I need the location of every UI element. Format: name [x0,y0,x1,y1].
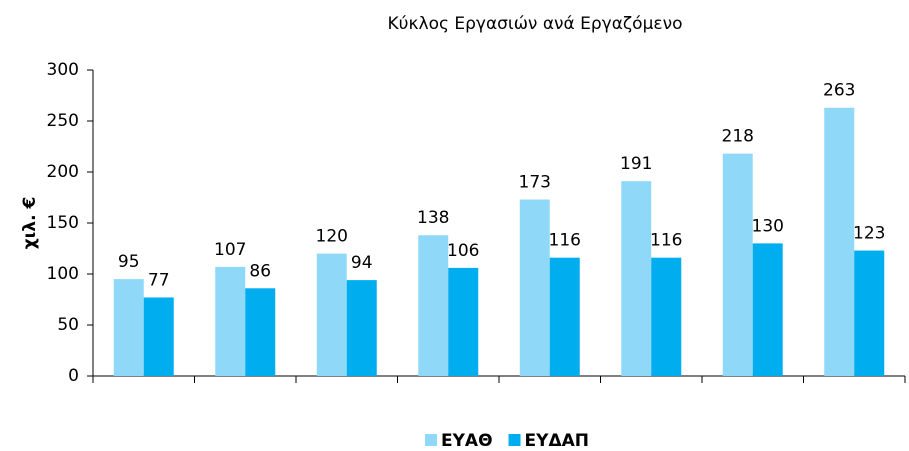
data-label: 86 [249,261,271,281]
data-label: 123 [853,224,885,244]
bar [752,243,783,376]
data-label: 94 [351,253,373,273]
data-label: 77 [148,270,170,290]
data-label: 191 [620,154,652,174]
bar [346,280,377,376]
y-tick-label: 50 [57,315,79,335]
legend-swatch [508,434,521,446]
chart-title: Κύκλος Εργασιών ανά Εργαζόμενο [388,14,683,34]
y-tick-label: 300 [47,60,79,80]
bar [854,250,885,376]
data-label: 116 [650,231,682,251]
bar [215,266,246,376]
data-label: 116 [549,231,581,251]
bar [418,235,449,376]
bar [316,253,347,376]
y-tick-label: 150 [47,213,79,233]
legend-label: ΕΥΔΑΠ [525,431,589,451]
data-label: 95 [118,252,140,272]
bar [519,199,550,376]
bar [448,267,479,376]
bar [549,257,580,376]
data-label: 173 [519,173,551,193]
y-tick-label: 250 [47,111,79,131]
data-label: 263 [823,81,855,101]
legend-label: ΕΥΑΘ [441,431,493,451]
data-label: 138 [417,208,449,228]
bar [245,288,276,376]
y-tick-label: 100 [47,264,79,284]
data-label: 120 [316,227,348,247]
y-tick-label: 0 [68,366,79,386]
data-label: 130 [752,216,784,236]
data-label: 106 [447,241,479,261]
legend-swatch [425,434,437,446]
bar [621,181,652,376]
bar [722,153,753,376]
bar [113,279,144,376]
y-tick-label: 200 [47,162,79,182]
data-label: 107 [214,240,246,260]
bar [824,107,855,377]
data-label: 218 [722,127,754,147]
y-axis-label: χιλ. € [20,197,40,250]
bar [651,257,682,376]
bar [143,297,174,376]
